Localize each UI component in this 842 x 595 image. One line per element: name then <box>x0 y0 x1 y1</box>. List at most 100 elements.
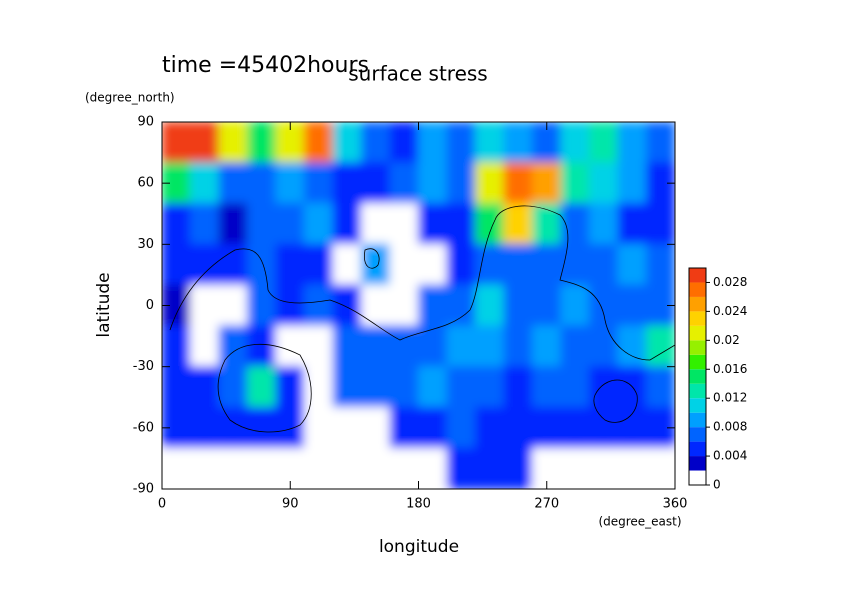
field-cell <box>560 366 590 408</box>
field-cell <box>418 406 448 449</box>
field-cell <box>361 406 391 449</box>
field-cell <box>418 284 448 327</box>
colorbar-tick-label: 0.012 <box>713 391 747 405</box>
field-cell <box>190 284 220 327</box>
colorbar-tick-label: 0.004 <box>713 449 747 463</box>
colorbar-tick-label: 0.008 <box>713 420 747 434</box>
field-cell <box>560 406 590 449</box>
coastline <box>364 248 380 269</box>
colorbar-tick-label: 0.02 <box>713 333 740 347</box>
field-cell <box>617 406 647 449</box>
field-cell <box>247 447 277 489</box>
colorbar-frame <box>688 267 707 486</box>
field-cell <box>218 122 248 164</box>
x-tick-label: 270 <box>534 497 559 512</box>
field-cell <box>418 243 448 286</box>
colorbar-bin <box>689 325 706 341</box>
colorbar-bin <box>689 282 706 297</box>
field-cell <box>275 366 305 408</box>
field-cell <box>560 122 590 164</box>
field-cell <box>617 284 647 327</box>
field-cell <box>532 325 562 368</box>
field-cell <box>389 366 419 408</box>
field-cell <box>532 203 562 245</box>
field-cell <box>503 162 533 205</box>
field-cell <box>275 162 305 205</box>
field-cell <box>218 284 248 327</box>
field-cell <box>361 122 391 164</box>
field-cell <box>646 325 675 368</box>
field-cell <box>560 447 590 489</box>
y-tick-label: -60 <box>133 420 154 435</box>
field-cell <box>532 406 562 449</box>
field-cell <box>589 406 619 449</box>
field-cell <box>418 366 448 408</box>
field-cell <box>361 203 391 245</box>
coastline <box>169 205 675 361</box>
field-cell <box>503 447 533 489</box>
field-cell <box>190 366 220 408</box>
field-cell <box>162 325 191 368</box>
x-tick-label: 360 <box>663 497 688 512</box>
field-cell <box>589 243 619 286</box>
field-cell <box>332 284 362 327</box>
field-cell <box>332 162 362 205</box>
field-cell <box>532 366 562 408</box>
field-cell <box>475 122 505 164</box>
field-cell <box>503 122 533 164</box>
field-cell <box>332 366 362 408</box>
colorbar-bin <box>689 340 706 355</box>
field-cell <box>589 366 619 408</box>
field-cell <box>304 447 334 489</box>
field-cell <box>247 122 277 164</box>
colorbar-tick-label: 0 <box>713 478 721 492</box>
field-cell <box>589 284 619 327</box>
field-cell <box>446 203 476 245</box>
field-cell <box>361 284 391 327</box>
field-cell <box>361 447 391 489</box>
field-cell <box>389 447 419 489</box>
y-axis-label: latitude <box>94 272 114 337</box>
colorbar-bin <box>689 369 706 384</box>
field-cell <box>503 203 533 245</box>
field-cell <box>162 122 191 164</box>
field-cell <box>190 406 220 449</box>
field-cell <box>617 122 647 164</box>
colorbar-tick-label: 0.016 <box>713 362 747 376</box>
field-cell <box>475 366 505 408</box>
field-cell <box>304 284 334 327</box>
y-tick-label: 60 <box>137 176 154 191</box>
colorbar-tick-label: 0.024 <box>713 304 747 318</box>
y-tick-label: 0 <box>146 298 154 313</box>
field-cell <box>332 243 362 286</box>
field-cell <box>589 122 619 164</box>
field-cell <box>503 284 533 327</box>
field-cell <box>503 243 533 286</box>
field-cell <box>589 325 619 368</box>
chart-title: surface stress <box>348 62 487 86</box>
field-cell <box>446 366 476 408</box>
field-cell <box>247 366 277 408</box>
field-cell <box>389 325 419 368</box>
field-cell <box>560 243 590 286</box>
field-cell <box>275 243 305 286</box>
x-tick-label: 90 <box>282 497 299 512</box>
x-units: (degree_east) <box>598 515 681 529</box>
colorbar-bin <box>689 383 706 399</box>
x-tick-label: 180 <box>406 497 431 512</box>
field-cell <box>446 243 476 286</box>
field-cell <box>446 406 476 449</box>
coastlines <box>169 205 675 433</box>
field-cell <box>361 325 391 368</box>
field-cell <box>475 203 505 245</box>
field-cell <box>418 162 448 205</box>
field-cell <box>162 203 191 245</box>
field-cell <box>503 406 533 449</box>
y-units: (degree_north) <box>85 91 175 105</box>
field-cell <box>475 284 505 327</box>
field-cell <box>275 284 305 327</box>
y-tick-label: -30 <box>133 359 154 374</box>
field-cell <box>247 406 277 449</box>
field-cell <box>361 366 391 408</box>
field-cell <box>446 122 476 164</box>
